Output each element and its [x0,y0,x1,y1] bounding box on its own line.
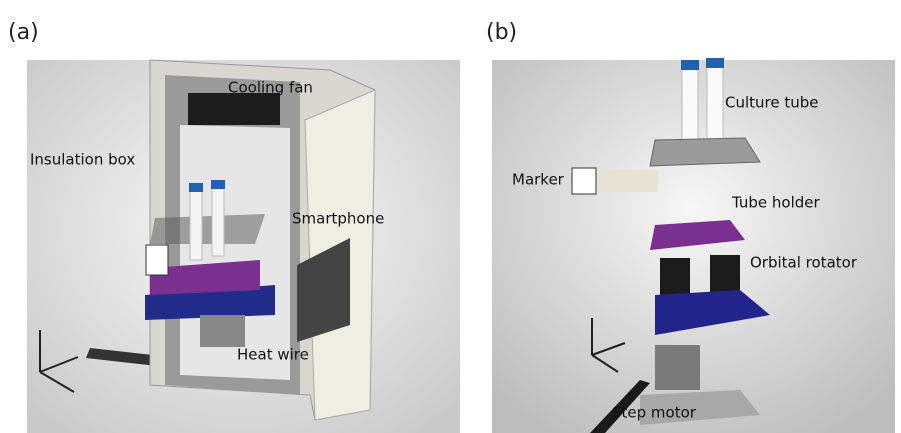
annotation: Orbital rotator [750,254,858,272]
annotation: Tube holder [731,194,821,212]
device-render-a [27,59,460,433]
panel-label: (a) [8,20,39,45]
annotation: Step motor [612,404,697,422]
annotation: Culture tube [725,94,819,112]
device-render-b [492,58,895,433]
annotation: Marker [512,171,565,189]
annotation: Smartphone [292,210,384,228]
annotation: Heat wire [237,346,309,364]
annotation: Cooling fan [228,79,313,97]
panel-label: (b) [486,20,517,45]
annotation: Insulation box [30,151,135,169]
